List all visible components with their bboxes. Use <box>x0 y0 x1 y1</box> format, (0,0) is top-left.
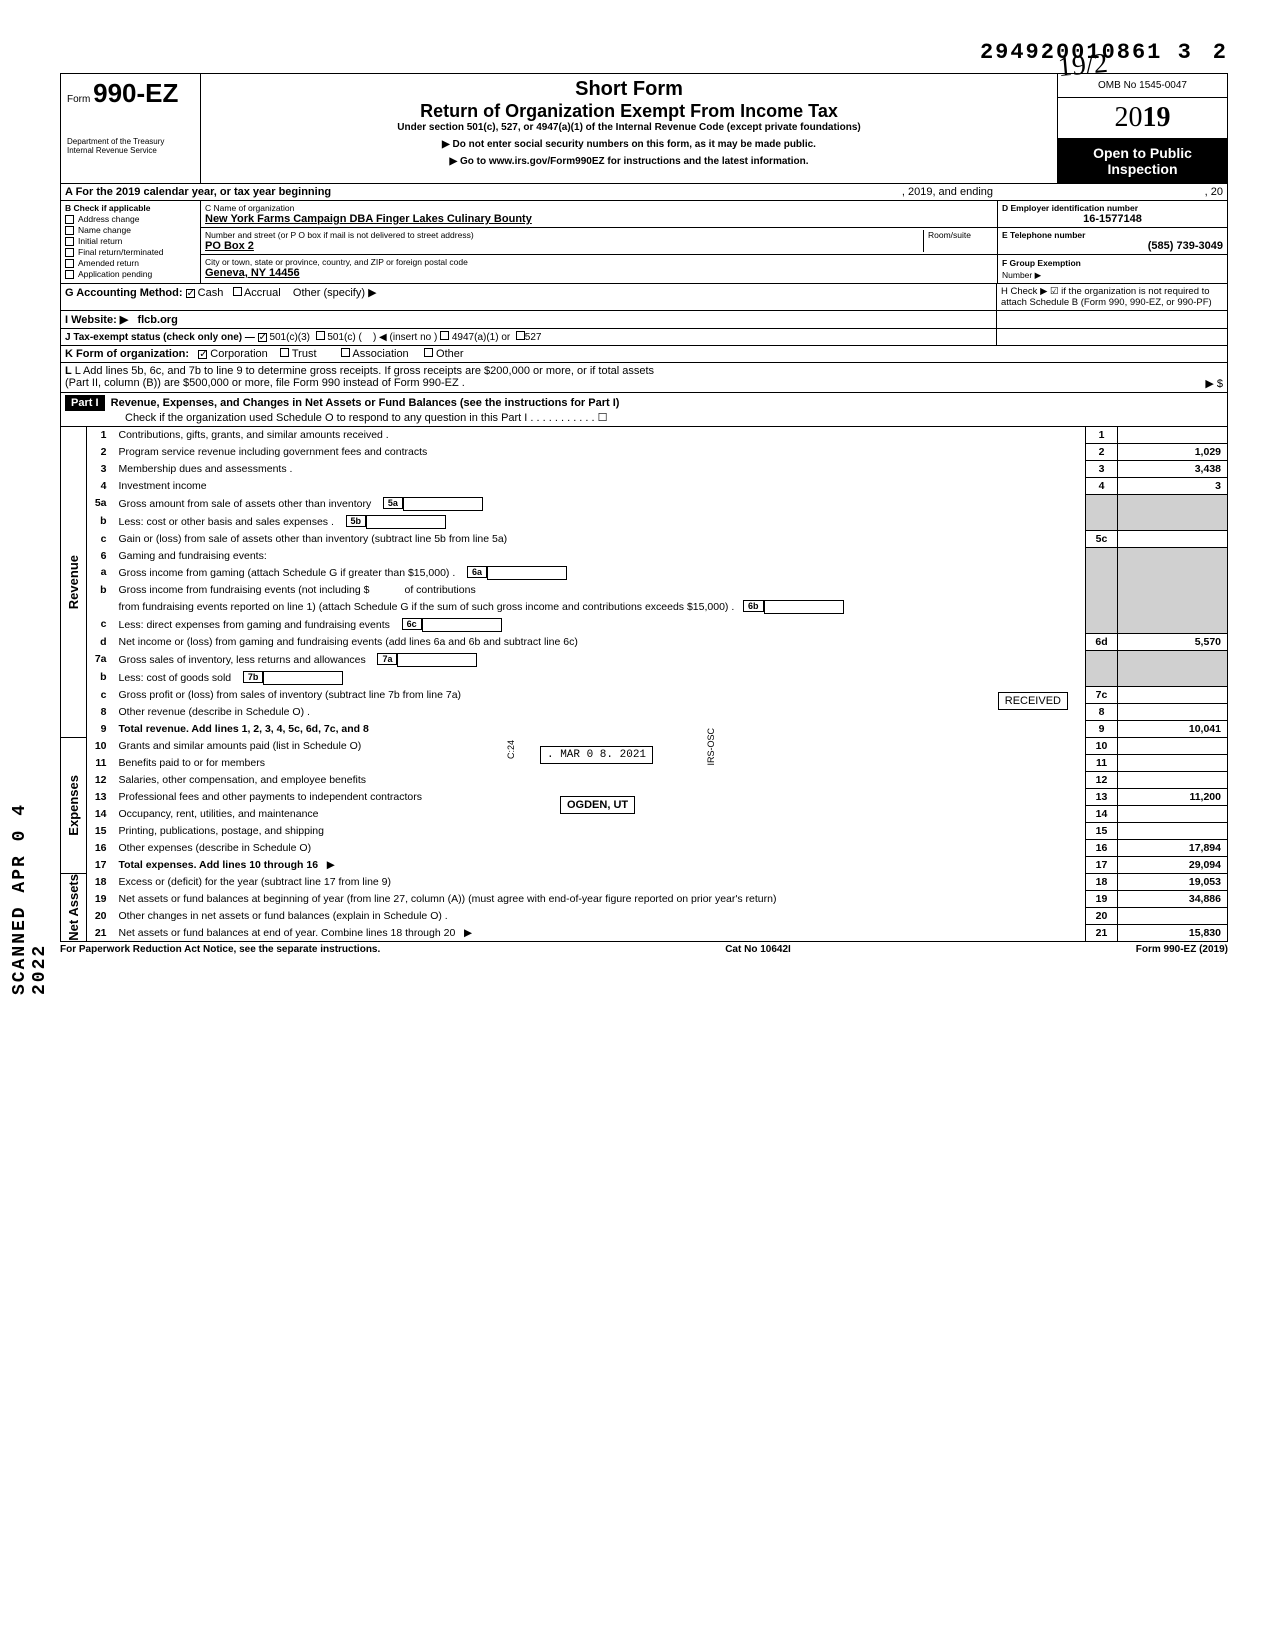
row-i: I Website: ▶ flcb.org <box>60 311 1228 329</box>
f-label: F Group Exemption <box>1002 258 1081 268</box>
stamp-ogden: OGDEN, UT <box>560 796 635 814</box>
side-netassets: Net Assets <box>60 874 86 942</box>
org-name: New York Farms Campaign DBA Finger Lakes… <box>205 213 993 225</box>
chk-initial[interactable]: Initial return <box>65 236 196 246</box>
dln-number: 294920010861 32 <box>60 40 1228 65</box>
form-header: Form 990-EZ Department of the Treasury I… <box>60 73 1228 184</box>
chk-cash[interactable] <box>186 289 195 298</box>
stamp-received: RECEIVED <box>998 692 1068 710</box>
footer: For Paperwork Reduction Act Notice, see … <box>60 944 1228 955</box>
chk-other[interactable] <box>424 348 433 357</box>
row-a: A For the 2019 calendar year, or tax yea… <box>60 184 1228 201</box>
row-k: K Form of organization: Corporation Trus… <box>60 346 1228 363</box>
chk-501c3[interactable] <box>258 333 267 342</box>
b-header: B Check if applicable <box>65 203 196 213</box>
chk-pending[interactable]: Application pending <box>65 269 196 279</box>
stamp-date: . MAR 0 8. 2021 <box>540 746 653 764</box>
dept-treasury: Department of the Treasury Internal Reve… <box>67 137 194 155</box>
row-j: J Tax-exempt status (check only one) — 5… <box>60 329 1228 346</box>
part1-header: Part I Revenue, Expenses, and Changes in… <box>60 393 1228 427</box>
netassets-table: 18Excess or (deficit) for the year (subt… <box>86 874 1228 942</box>
chk-name[interactable]: Name change <box>65 225 196 235</box>
f-label2: Number ▶ <box>1002 270 1041 280</box>
open-inspection: Open to Public Inspection <box>1058 139 1227 183</box>
chk-assoc[interactable] <box>341 348 350 357</box>
section-b-c-d: B Check if applicable Address change Nam… <box>60 201 1228 284</box>
ein: 16-1577148 <box>1002 213 1223 225</box>
stamp-c24: C:24 <box>500 738 522 761</box>
chk-501c[interactable] <box>316 331 325 340</box>
chk-amended[interactable]: Amended return <box>65 258 196 268</box>
street-label: Number and street (or P O box if mail is… <box>205 230 923 240</box>
chk-address[interactable]: Address change <box>65 214 196 224</box>
city: Geneva, NY 14456 <box>205 267 993 279</box>
handwritten-note: 19/2 <box>1057 48 1109 84</box>
side-expenses: Expenses <box>60 738 86 874</box>
expenses-table: 10Grants and similar amounts paid (list … <box>86 738 1228 874</box>
stamp-irs: IRS-OSC <box>700 726 722 768</box>
c-name-label: C Name of organization <box>205 203 993 213</box>
chk-trust[interactable] <box>280 348 289 357</box>
title-main: Return of Organization Exempt From Incom… <box>209 101 1049 122</box>
title-under: Under section 501(c), 527, or 4947(a)(1)… <box>209 122 1049 133</box>
side-revenue: Revenue <box>60 427 86 738</box>
room-label: Room/suite <box>923 230 993 252</box>
e-label: E Telephone number <box>1002 230 1223 240</box>
tax-year: 2019 <box>1058 98 1227 139</box>
city-label: City or town, state or province, country… <box>205 257 993 267</box>
chk-corp[interactable] <box>198 350 207 359</box>
h-check: H Check ▶ ☑ if the organization is not r… <box>997 284 1227 310</box>
form-number: Form 990-EZ <box>67 78 194 109</box>
chk-527[interactable] <box>516 331 525 340</box>
phone: (585) 739-3049 <box>1002 240 1223 252</box>
street: PO Box 2 <box>205 240 923 252</box>
website: flcb.org <box>137 314 177 326</box>
row-g-h: G Accounting Method: Cash Accrual Other … <box>60 284 1228 311</box>
chk-4947[interactable] <box>440 331 449 340</box>
d-label: D Employer identification number <box>1002 203 1223 213</box>
scanned-stamp: SCANNED APR 0 4 2022 <box>10 760 50 995</box>
row-l: L L Add lines 5b, 6c, and 7b to line 9 t… <box>60 363 1228 393</box>
instruction-2: ▶ Go to www.irs.gov/Form990EZ for instru… <box>209 156 1049 167</box>
instruction-1: ▶ Do not enter social security numbers o… <box>209 139 1049 150</box>
title-short: Short Form <box>209 78 1049 101</box>
chk-final[interactable]: Final return/terminated <box>65 247 196 257</box>
chk-accrual[interactable] <box>233 287 242 296</box>
